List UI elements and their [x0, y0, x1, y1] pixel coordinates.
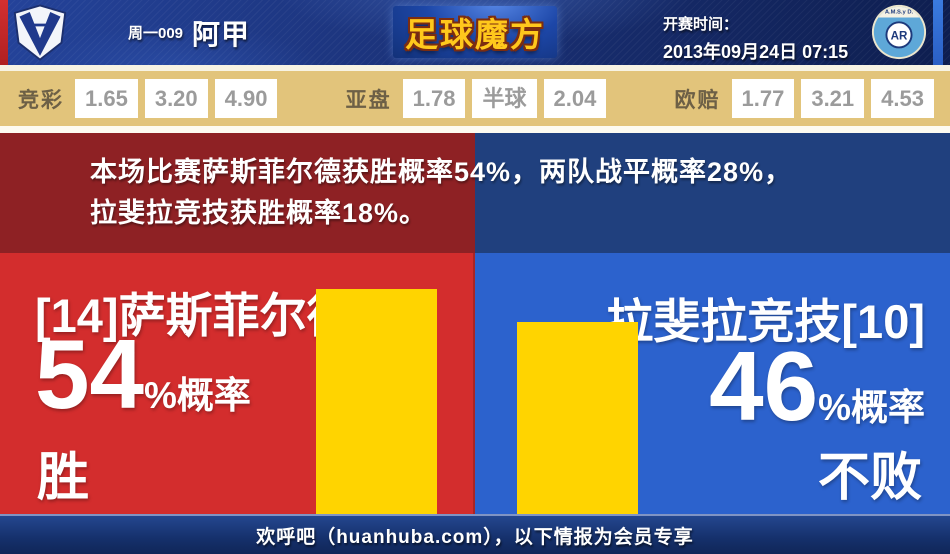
yapan-label: 亚盘: [345, 88, 392, 112]
panel-divider: [473, 253, 475, 514]
prediction-summary-text: 本场比赛萨斯菲尔德获胜概率54%，两队战平概率28%， 拉斐拉竞技获胜概率18%…: [90, 152, 792, 234]
away-probability: 46%概率: [709, 337, 925, 435]
odds-group-oupei: 欧赔 1.77 3.21 4.53: [675, 79, 934, 118]
league-name: 阿甲: [192, 18, 251, 50]
match-info: 周一009 阿甲: [128, 0, 250, 65]
home-team-name: [14]萨斯菲尔德: [35, 289, 354, 342]
home-probability-bar: [316, 289, 437, 514]
away-percent-value: 46: [709, 331, 819, 441]
jingcai-draw-odds: 3.20: [144, 79, 208, 118]
right-blue-stripe: [933, 0, 943, 65]
brand-logo: 足球魔方: [393, 6, 557, 58]
jingcai-home-odds: 1.65: [75, 79, 138, 118]
home-panel: [14]萨斯菲尔德 54%概率 胜: [0, 253, 475, 514]
oupei-away-odds: 4.53: [871, 79, 934, 118]
match-code: 周一009: [128, 25, 184, 42]
oupei-draw-odds: 3.21: [801, 79, 865, 118]
yapan-home-odds: 1.78: [402, 79, 466, 118]
kickoff-block: 开赛时间： 2013年09月24日 07:15: [663, 13, 848, 64]
away-crest-monogram: AR: [891, 30, 908, 43]
home-team-crest-icon: [12, 4, 68, 61]
away-panel: 拉斐拉竞技[10] 46%概率 不败: [475, 253, 950, 514]
home-probability: 54%概率: [35, 325, 251, 423]
footer-bar: 欢呼吧（huanhuba.com），以下情报为会员专享: [0, 514, 950, 554]
away-probability-bar: [517, 322, 638, 514]
oupei-home-odds: 1.77: [731, 79, 795, 118]
odds-group-jingcai: 竞彩 1.65 3.20 4.90: [18, 79, 278, 118]
separator-mid: [0, 126, 950, 133]
home-outcome-label: 胜: [37, 449, 90, 507]
away-crest-top-text: A.M.S.y D.: [885, 10, 914, 16]
probability-chart: [14]萨斯菲尔德 54%概率 胜 拉斐拉竞技[10] 46%概率 不败: [0, 253, 950, 514]
jingcai-away-odds: 4.90: [214, 79, 278, 118]
summary-line-1: 本场比赛萨斯菲尔德获胜概率54%，两队战平概率28%，: [90, 157, 793, 187]
brand-logo-text: 足球魔方: [405, 16, 545, 53]
away-percent-suffix: %概率: [818, 387, 925, 428]
footer-text: 欢呼吧（huanhuba.com），以下情报为会员专享: [256, 526, 694, 548]
prediction-summary: 本场比赛萨斯菲尔德获胜概率54%，两队战平概率28%， 拉斐拉竞技获胜概率18%…: [0, 133, 950, 253]
home-percent-suffix: %概率: [144, 375, 251, 416]
away-team-crest-icon: AR A.M.S.y D.: [870, 3, 928, 61]
away-outcome-label: 不败: [817, 449, 922, 507]
kickoff-label: 开赛时间：: [663, 16, 739, 33]
jingcai-label: 竞彩: [18, 88, 64, 112]
yapan-away-odds: 2.04: [543, 79, 607, 118]
odds-row: 竞彩 1.65 3.20 4.90 亚盘 1.78 半球 2.04 欧赔 1.7…: [0, 71, 950, 126]
header-bar: 周一009 阿甲 足球魔方 开赛时间： 2013年09月24日 07:15 AR…: [0, 0, 950, 65]
yapan-handicap: 半球: [472, 79, 537, 118]
home-percent-value: 54: [35, 319, 145, 429]
away-team-name: 拉斐拉竞技[10]: [606, 295, 925, 348]
summary-line-2: 拉斐拉竞技获胜概率18%。: [90, 198, 428, 228]
kickoff-time: 2013年09月24日 07:15: [663, 42, 849, 62]
oupei-label: 欧赔: [674, 88, 721, 112]
left-red-stripe: [0, 0, 8, 65]
odds-group-yapan: 亚盘 1.78 半球 2.04: [346, 79, 607, 118]
separator-top: [0, 65, 950, 71]
